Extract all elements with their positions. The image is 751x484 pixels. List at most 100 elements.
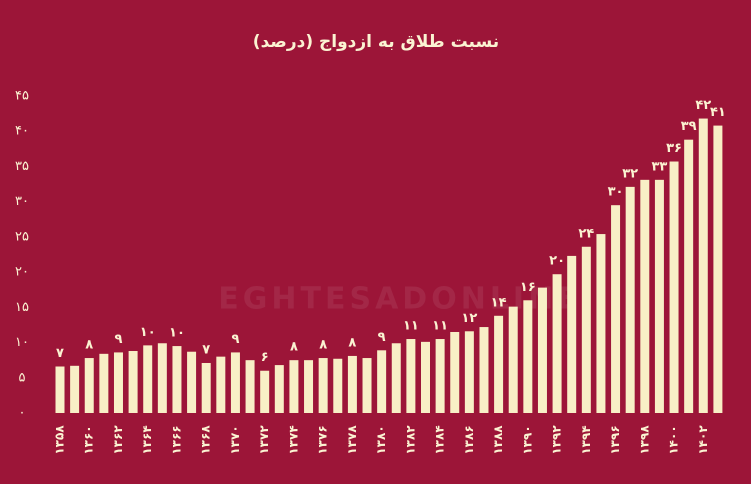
value-label: ۱۱ <box>432 319 448 334</box>
x-tick-label: ۱۳۷۸ <box>345 425 359 455</box>
bar <box>55 366 65 413</box>
bar <box>698 118 708 413</box>
bar <box>596 234 606 413</box>
bar <box>99 353 109 413</box>
value-label: ۷ <box>56 346 64 361</box>
bar <box>435 339 445 413</box>
value-label: ۱۰ <box>169 326 185 341</box>
value-label: ۳۲ <box>622 166 638 181</box>
bar <box>274 365 284 413</box>
bar <box>304 360 314 413</box>
bar <box>172 346 182 413</box>
y-tick-label: ۲۰ <box>15 265 29 280</box>
bar <box>230 352 240 413</box>
x-tick-label: ۱۴۰۰ <box>667 425 681 454</box>
x-tick-label: ۱۳۹۴ <box>579 425 593 454</box>
x-tick-label: ۱۳۶۶ <box>169 425 183 454</box>
value-label: ۲۴ <box>578 226 594 241</box>
bar <box>113 352 123 413</box>
bar <box>201 362 211 413</box>
y-tick-label: ۳۵ <box>15 159 29 174</box>
x-tick-label: ۱۳۸۴ <box>433 425 447 454</box>
bar <box>625 186 635 413</box>
bar <box>347 355 357 413</box>
y-tick-label: ۱۵ <box>15 300 29 315</box>
bar <box>362 358 372 413</box>
bar <box>333 358 343 413</box>
value-label: ۳۰ <box>608 185 624 200</box>
x-tick-label: ۱۳۶۴ <box>140 425 154 454</box>
value-label: ۹ <box>378 330 386 345</box>
bar <box>669 161 679 413</box>
bar <box>537 287 547 413</box>
watermark: EGHTESADONLINE <box>218 282 581 317</box>
y-tick-label: ۳۰ <box>15 194 29 209</box>
value-label: ۸ <box>85 338 93 353</box>
x-tick-label: ۱۳۸۲ <box>403 425 417 455</box>
bar <box>523 300 533 413</box>
value-label: ۳۹ <box>681 119 697 134</box>
bar <box>391 343 401 413</box>
bar <box>567 255 577 413</box>
bar <box>143 345 153 413</box>
bar <box>318 358 328 413</box>
value-label: ۱۰ <box>140 325 156 340</box>
bar <box>245 360 255 413</box>
bar <box>377 350 387 413</box>
y-tick-label: ۲۵ <box>15 229 29 244</box>
x-tick-label: ۱۳۹۸ <box>637 425 651 455</box>
bar <box>450 331 460 413</box>
value-label: ۱۶ <box>520 280 536 295</box>
x-tick-label: ۱۳۷۲ <box>257 425 271 455</box>
chart-title: نسبت طلاق به ازدواج (درصد) <box>253 32 499 52</box>
value-label: ۶ <box>261 350 269 365</box>
bar <box>581 246 591 413</box>
bar <box>552 274 562 413</box>
value-label: ۳۳ <box>651 159 667 174</box>
y-tick-label: ۰ <box>19 406 26 421</box>
bar <box>216 356 226 413</box>
bar <box>464 331 474 413</box>
bar <box>260 370 270 413</box>
value-label: ۴۱ <box>710 105 726 120</box>
x-tick-label: ۱۳۷۶ <box>316 425 330 454</box>
x-tick-label: ۱۳۷۰ <box>228 425 242 454</box>
bar <box>684 139 694 414</box>
x-tick-label: ۱۳۸۸ <box>491 425 505 455</box>
bar <box>289 360 299 413</box>
bar <box>70 365 80 413</box>
x-tick-label: ۱۳۶۸ <box>199 425 213 455</box>
y-tick-label: ۴۰ <box>15 124 29 139</box>
x-tick-label: ۱۳۹۰ <box>520 425 534 454</box>
value-label: ۲۰ <box>549 254 565 269</box>
bar <box>157 343 167 413</box>
x-tick-label: ۱۳۹۲ <box>550 425 564 455</box>
y-tick-label: ۵ <box>19 370 26 385</box>
x-tick-label: ۱۳۶۲ <box>111 425 125 455</box>
value-label: ۱۴ <box>491 295 507 310</box>
y-tick-label: ۴۵ <box>15 89 29 104</box>
bar <box>406 339 416 413</box>
value-label: ۸ <box>348 335 356 350</box>
value-label: ۸ <box>319 338 327 353</box>
value-label: ۴۲ <box>695 98 711 113</box>
x-tick-label: ۱۳۵۸ <box>53 425 67 455</box>
bar <box>713 125 723 413</box>
value-label: ۹ <box>231 332 239 347</box>
value-label: ۸ <box>290 340 298 355</box>
bar <box>187 351 197 413</box>
bar <box>508 306 518 413</box>
x-tick-label: ۱۳۷۴ <box>286 425 300 454</box>
x-tick-label: ۱۴۰۲ <box>696 425 710 455</box>
bar <box>421 341 430 413</box>
x-tick-label: ۱۳۶۰ <box>82 425 96 454</box>
value-label: ۱۱ <box>403 319 419 334</box>
bar <box>479 327 489 413</box>
y-tick-label: ۱۰ <box>15 335 29 350</box>
value-label: ۹ <box>115 332 123 347</box>
bar <box>611 205 621 413</box>
bar <box>128 351 138 413</box>
value-label: ۱۲ <box>461 311 477 326</box>
value-label: ۳۶ <box>666 141 682 156</box>
